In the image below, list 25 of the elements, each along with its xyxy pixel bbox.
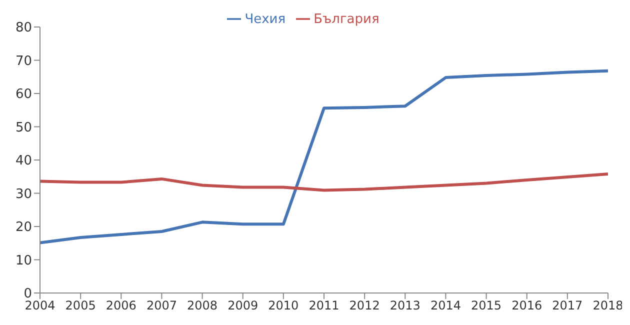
x-tick-label: 2009 bbox=[228, 298, 258, 313]
y-tick-label: 80 bbox=[15, 20, 32, 36]
y-tick-label: 40 bbox=[15, 154, 32, 169]
x-tick-label: 2008 bbox=[187, 298, 218, 313]
x-tick-label: 2017 bbox=[552, 298, 583, 313]
x-tick-label: 2015 bbox=[471, 298, 502, 313]
y-tick-label: 70 bbox=[15, 54, 32, 69]
legend-label: Чехия bbox=[244, 12, 286, 27]
y-tick-label: 50 bbox=[15, 120, 32, 136]
y-tick-label: 20 bbox=[15, 220, 32, 236]
x-tick-label: 2005 bbox=[65, 298, 96, 313]
x-tick-label: 2010 bbox=[268, 298, 299, 313]
y-tick-label: 60 bbox=[15, 87, 32, 102]
y-tick-label: 30 bbox=[15, 186, 32, 202]
y-tick-label: 10 bbox=[15, 253, 32, 268]
line-series bbox=[40, 69, 608, 244]
x-tick-label: 2012 bbox=[349, 298, 380, 313]
x-tick-label: 2013 bbox=[390, 298, 420, 313]
x-tick-label: 2007 bbox=[146, 298, 177, 313]
x-tick-label: 2016 bbox=[512, 298, 542, 313]
x-tick-label: 2006 bbox=[106, 298, 136, 313]
legend-label: България bbox=[314, 12, 380, 27]
x-tick-label: 2011 bbox=[308, 298, 340, 313]
line-series bbox=[40, 172, 608, 192]
x-tick-label: 2014 bbox=[430, 298, 461, 313]
